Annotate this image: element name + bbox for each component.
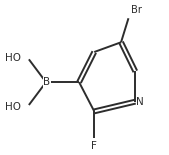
- Text: HO: HO: [5, 53, 21, 63]
- Text: F: F: [91, 141, 97, 151]
- Text: Br: Br: [131, 5, 142, 15]
- Text: HO: HO: [5, 102, 21, 111]
- Text: N: N: [136, 97, 144, 107]
- Text: B: B: [43, 77, 51, 87]
